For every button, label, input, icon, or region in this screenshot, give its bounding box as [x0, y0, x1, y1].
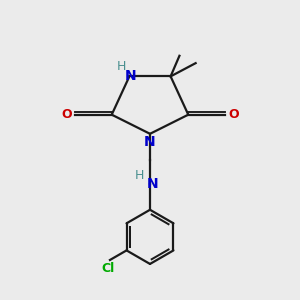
Text: O: O [61, 108, 72, 121]
Text: N: N [146, 177, 158, 191]
Text: H: H [135, 169, 144, 182]
Text: Cl: Cl [101, 262, 114, 275]
Text: H: H [116, 60, 126, 73]
Text: N: N [125, 69, 137, 83]
Text: N: N [144, 135, 156, 149]
Text: O: O [228, 108, 239, 121]
